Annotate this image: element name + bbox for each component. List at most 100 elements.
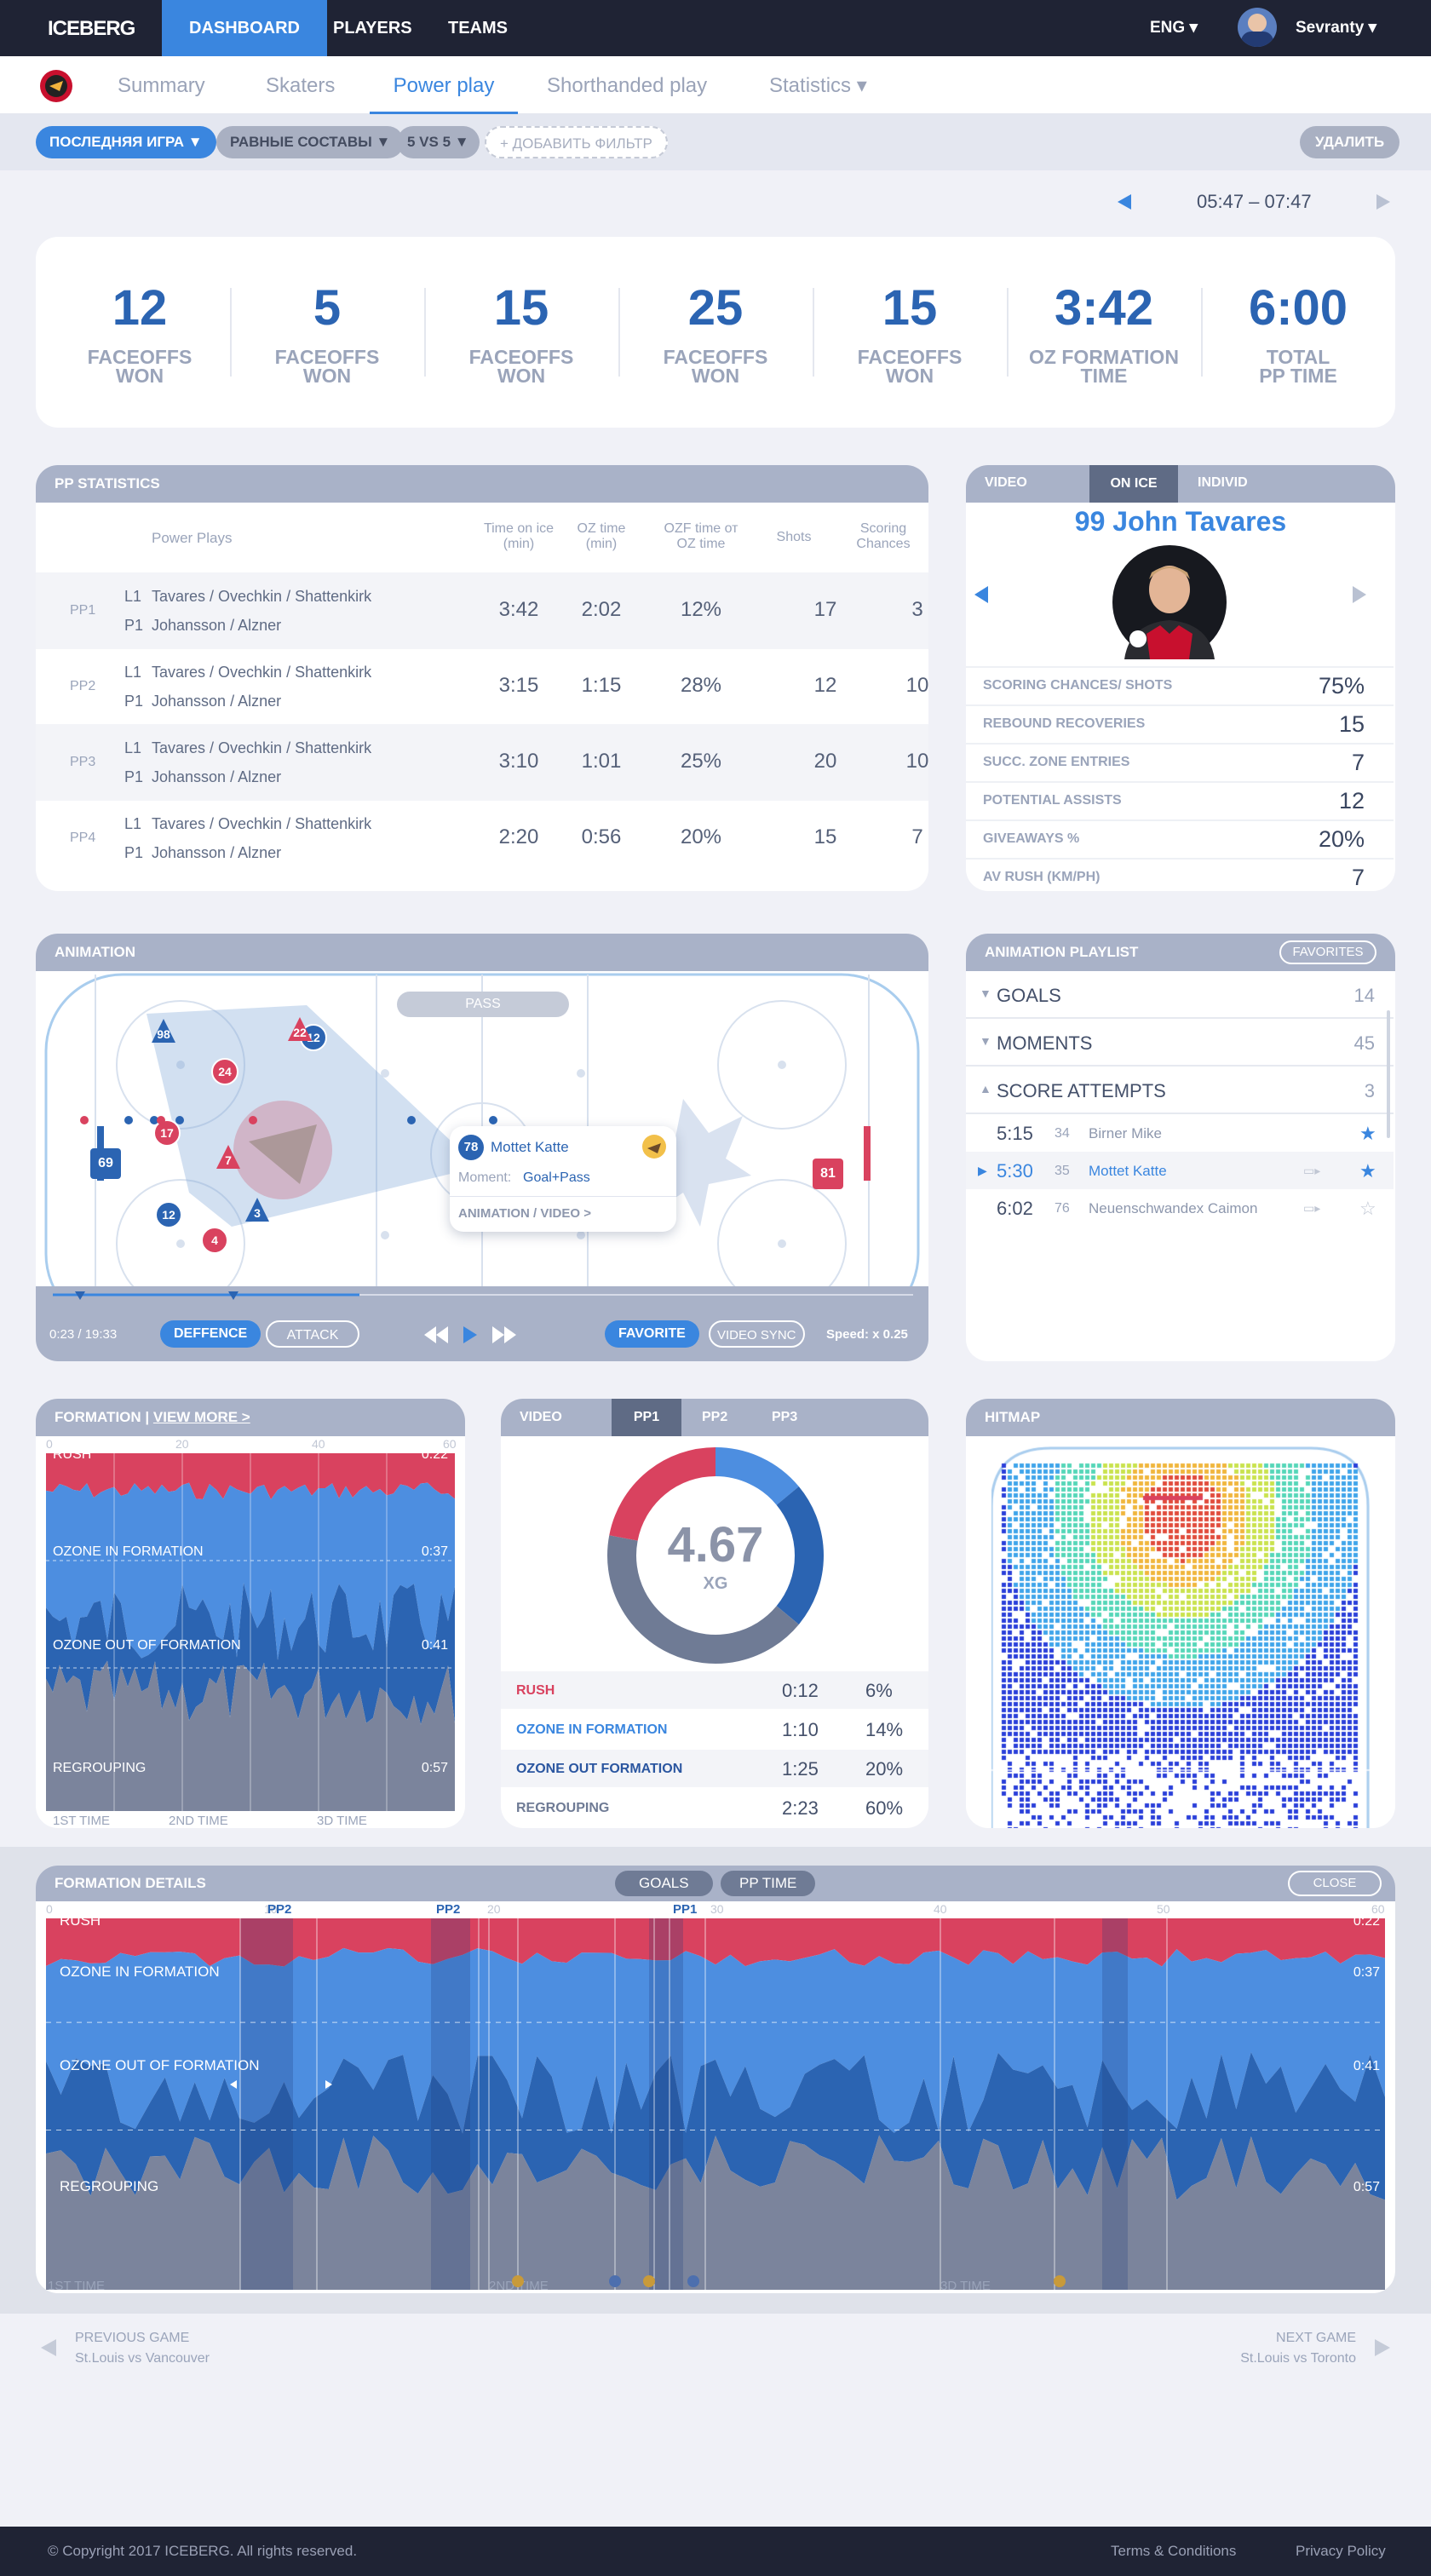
timeline-event-dot[interactable] bbox=[124, 1116, 133, 1124]
play-icon[interactable] bbox=[463, 1326, 477, 1343]
video-icon[interactable]: ▭▸ bbox=[1303, 1201, 1321, 1215]
next-player-icon[interactable] bbox=[1351, 584, 1368, 605]
rewind-icon[interactable] bbox=[424, 1326, 448, 1343]
prev-range-icon[interactable] bbox=[1116, 193, 1133, 211]
tab-shorthanded-play[interactable]: Shorthanded play bbox=[547, 74, 708, 97]
star-icon[interactable]: ★ bbox=[1359, 1160, 1376, 1182]
game-event-icon[interactable] bbox=[687, 2275, 699, 2287]
timeline-event-dot[interactable] bbox=[80, 1116, 89, 1124]
tab-on-ice[interactable]: ON ICE bbox=[1089, 465, 1178, 503]
timeline-event-dot[interactable] bbox=[249, 1116, 257, 1124]
nav-teams[interactable]: TEAMS bbox=[448, 19, 508, 37]
view-more-link[interactable]: VIEW MORE > bbox=[152, 1409, 250, 1425]
star-icon[interactable]: ☆ bbox=[1359, 1198, 1376, 1219]
filter-5v5[interactable]: 5 VS 5 ▼ bbox=[397, 126, 480, 158]
xg-tab-pp2[interactable]: PP2 bbox=[702, 1410, 728, 1424]
speed-label[interactable]: Speed: x 0.25 bbox=[826, 1327, 908, 1342]
goals-toggle[interactable]: GOALS bbox=[615, 1871, 713, 1896]
nav-dashboard[interactable]: DASHBOARD bbox=[162, 0, 327, 56]
popup-video-link[interactable]: ANIMATION / VIDEO > bbox=[458, 1206, 591, 1221]
timeline-marker-icon[interactable] bbox=[228, 1291, 238, 1300]
rink-player[interactable]: 98 bbox=[150, 1017, 177, 1044]
scrollbar[interactable] bbox=[1387, 1010, 1390, 1138]
tab-skaters[interactable]: Skaters bbox=[266, 74, 336, 97]
xg-row[interactable]: RUSH 0:12 6% bbox=[501, 1671, 928, 1709]
avatar[interactable] bbox=[1238, 8, 1277, 47]
xg-tab-pp3[interactable]: PP3 bbox=[772, 1410, 798, 1424]
rink-player[interactable]: 7 bbox=[215, 1143, 242, 1170]
rink-player[interactable]: 4 bbox=[201, 1227, 228, 1254]
tab-individ[interactable]: INDIVID bbox=[1198, 475, 1248, 490]
x-tick-label: 60 bbox=[443, 1437, 457, 1451]
game-event-icon[interactable] bbox=[1054, 2275, 1066, 2287]
tab-statistics[interactable]: Statistics ▾ bbox=[769, 74, 867, 97]
defence-button[interactable]: DEFFENCE bbox=[160, 1320, 261, 1348]
next-range-icon[interactable] bbox=[1375, 193, 1392, 211]
timeline-event-dot[interactable] bbox=[150, 1116, 158, 1124]
tab-video[interactable]: VIDEO bbox=[985, 475, 1027, 490]
xg-tab-video[interactable]: VIDEO bbox=[520, 1410, 562, 1424]
attack-button[interactable]: ATTACK bbox=[266, 1320, 359, 1348]
tab-power-play[interactable]: Power play bbox=[370, 56, 518, 114]
timeline-event-dot[interactable] bbox=[175, 1116, 184, 1124]
star-icon[interactable]: ★ bbox=[1359, 1123, 1376, 1144]
privacy-link[interactable]: Privacy Policy bbox=[1296, 2543, 1386, 2559]
timeline-marker-icon[interactable] bbox=[75, 1291, 85, 1300]
xg-row[interactable]: OZONE OUT FORMATION 1:25 20% bbox=[501, 1750, 928, 1787]
donut-segment[interactable] bbox=[609, 1447, 716, 1542]
favorites-button[interactable]: FAVORITES bbox=[1279, 940, 1376, 964]
playlist-group[interactable]: ▼ GOALS 14 bbox=[966, 971, 1394, 1019]
donut-segment[interactable] bbox=[715, 1447, 799, 1506]
prev-game-link[interactable]: St.Louis vs Vancouver bbox=[75, 2351, 210, 2366]
xg-row[interactable]: OZONE IN FORMATION 1:10 14% bbox=[501, 1711, 928, 1748]
rink-player[interactable]: 22 bbox=[286, 1015, 313, 1043]
tab-summary[interactable]: Summary bbox=[118, 74, 205, 97]
playlist-group[interactable]: ▼ MOMENTS 45 bbox=[966, 1019, 1394, 1067]
rink-player[interactable]: 3 bbox=[244, 1196, 271, 1223]
filter-last-game[interactable]: ПОСЛЕДНЯЯ ИГРА ▼ bbox=[36, 126, 216, 158]
xg-row[interactable]: REGROUPING 2:23 60% bbox=[501, 1789, 928, 1826]
next-game-icon[interactable] bbox=[1373, 2337, 1392, 2358]
table-row[interactable]: PP2 L1 Tavares / Ovechkin / Shattenkirk P1 J… bbox=[36, 648, 928, 725]
playlist-item[interactable]: ▶ 5:30 35 Mottet Katte ▭▸ ★ bbox=[966, 1152, 1394, 1189]
video-icon[interactable]: ▭▸ bbox=[1303, 1164, 1321, 1177]
drag-handle-right-icon[interactable] bbox=[325, 2080, 332, 2089]
nav-players[interactable]: PLAYERS bbox=[333, 19, 412, 37]
table-row[interactable]: PP4 L1 Tavares / Ovechkin / Shattenkirk P1 J… bbox=[36, 800, 928, 877]
goalie-left[interactable]: 69 bbox=[90, 1148, 121, 1179]
close-button[interactable]: CLOSE bbox=[1288, 1871, 1382, 1896]
fast-forward-icon[interactable] bbox=[492, 1326, 516, 1343]
language-select[interactable]: ENG ▾ bbox=[1150, 19, 1198, 37]
rink-player[interactable]: 24 bbox=[211, 1058, 238, 1085]
timeline-event-dot[interactable] bbox=[489, 1116, 497, 1124]
user-menu[interactable]: Sevranty ▾ bbox=[1296, 19, 1377, 37]
prev-player-icon[interactable] bbox=[973, 584, 990, 605]
add-filter-button[interactable]: + ДОБАВИТЬ ФИЛЬТР bbox=[485, 126, 668, 158]
game-event-icon[interactable] bbox=[512, 2275, 524, 2287]
game-event-icon[interactable] bbox=[643, 2275, 655, 2287]
rink-player[interactable]: 17 bbox=[153, 1119, 181, 1147]
video-sync-button[interactable]: VIDEO SYNC bbox=[709, 1320, 805, 1348]
next-game-link[interactable]: St.Louis vs Toronto bbox=[1240, 2351, 1356, 2366]
filter-even-strength[interactable]: РАВНЫЕ СОСТАВЫ ▼ bbox=[216, 126, 405, 158]
rink-player[interactable]: 12 bbox=[155, 1201, 182, 1228]
delete-filter-button[interactable]: УДАЛИТЬ bbox=[1300, 126, 1400, 158]
popup-moment: Goal+Pass bbox=[523, 1170, 590, 1185]
timeline-event-dot[interactable] bbox=[407, 1116, 416, 1124]
goalie-right[interactable]: 81 bbox=[813, 1159, 843, 1189]
prev-game-icon[interactable] bbox=[39, 2337, 58, 2358]
playlist-item[interactable]: 6:02 76 Neuenschwandex Caimon ▭▸ ☆ bbox=[966, 1189, 1394, 1227]
drag-handle-left-icon[interactable] bbox=[230, 2080, 237, 2089]
playlist-group[interactable]: ▲ SCORE ATTEMPTS 3 bbox=[966, 1067, 1394, 1114]
table-row[interactable]: PP3 L1 Tavares / Ovechkin / Shattenkirk P1 J… bbox=[36, 724, 928, 801]
terms-link[interactable]: Terms & Conditions bbox=[1111, 2543, 1237, 2559]
timeline-event-dot[interactable] bbox=[157, 1116, 165, 1124]
playlist-item[interactable]: 5:15 34 Birner Mike ★ bbox=[966, 1114, 1394, 1152]
favorite-button[interactable]: FAVORITE bbox=[605, 1320, 699, 1348]
xg-tab-pp1[interactable]: PP1 bbox=[612, 1399, 681, 1436]
donut-segment[interactable] bbox=[776, 1486, 824, 1624]
pp-time-toggle[interactable]: PP TIME bbox=[721, 1871, 816, 1896]
game-event-icon[interactable] bbox=[609, 2275, 621, 2287]
table-row[interactable]: PP1 L1 Tavares / Ovechkin / Shattenkirk P1 J… bbox=[36, 572, 928, 649]
donut-segment[interactable] bbox=[607, 1535, 799, 1664]
